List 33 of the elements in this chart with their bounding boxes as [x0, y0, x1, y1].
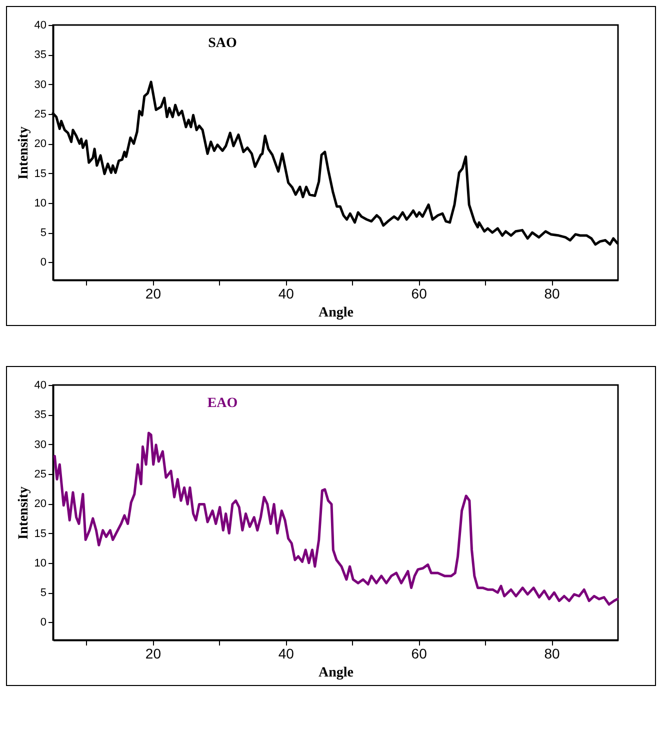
x-tick-label: 20: [145, 286, 162, 302]
x-tick-label: 40: [278, 646, 294, 662]
y-tick-label: 35: [34, 409, 46, 422]
y-axis-title: Intensity: [16, 126, 32, 180]
y-tick-label: 40: [34, 380, 46, 392]
text: SAO: [208, 36, 237, 51]
x-axis-title: Angle: [318, 306, 354, 320]
x-tick-label: 60: [411, 646, 428, 662]
y-tick-label: 20: [34, 138, 46, 150]
line-series: [53, 432, 619, 606]
y-tick-label: 25: [34, 108, 46, 120]
x-tick-label: 80: [544, 286, 560, 302]
y-axis-title: Intensity: [16, 486, 32, 540]
y-tick-label: 40: [34, 20, 46, 32]
y-tick-label: 0: [40, 616, 46, 629]
y-tick-label: 5: [40, 587, 46, 600]
x-tick-label: 60: [411, 286, 428, 302]
y-tick-label: 20: [34, 498, 46, 510]
x-tick-label: 80: [544, 646, 560, 662]
x-tick-label: 20: [145, 646, 162, 662]
y-tick-label: 25: [34, 468, 46, 480]
text: EAO: [207, 396, 238, 411]
y-tick-label: 15: [34, 168, 46, 180]
y-tick-label: 10: [34, 557, 46, 570]
y-tick-label: 30: [34, 78, 46, 91]
y-tick-label: 10: [34, 197, 46, 210]
y-tick-label: 15: [34, 528, 46, 540]
x-axis-title: Angle: [318, 666, 354, 680]
y-tick-label: 0: [40, 256, 46, 269]
y-tick-label: 5: [40, 227, 46, 240]
y-tick-label: 35: [34, 49, 46, 62]
x-tick-label: 40: [278, 286, 294, 302]
y-tick-label: 30: [34, 438, 46, 451]
